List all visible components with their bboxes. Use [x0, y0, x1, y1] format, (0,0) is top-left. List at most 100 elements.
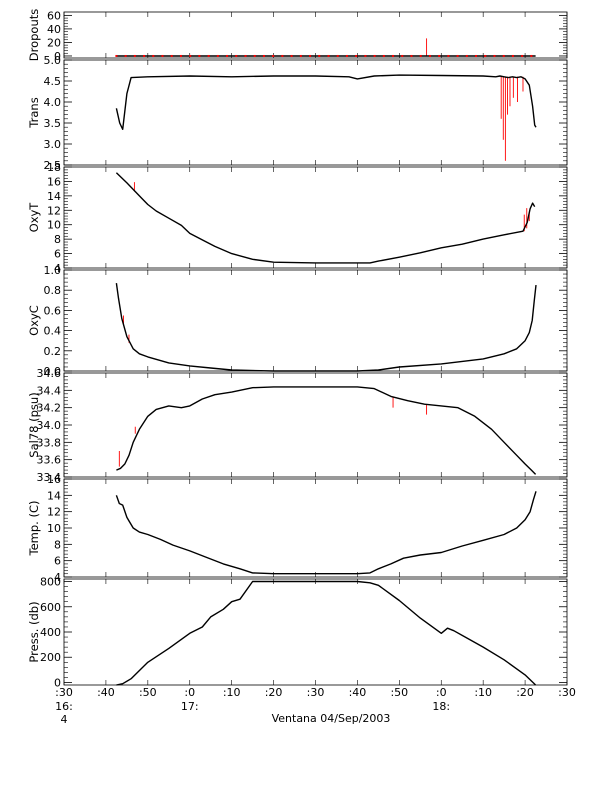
- dropouts-point: [161, 54, 164, 57]
- dropouts-point: [170, 54, 173, 57]
- trans-series-line: [115, 74, 537, 131]
- dropouts-point: [143, 54, 146, 57]
- press-ytick-label: 0: [54, 676, 61, 689]
- trans-ytick-label: 4.5: [44, 75, 62, 88]
- oxyt-ytick-label: 10: [47, 219, 61, 232]
- dropouts-point: [493, 54, 496, 57]
- dropouts-point: [465, 54, 468, 57]
- oxyt-ytick-label: 14: [47, 190, 61, 203]
- dropouts-point: [226, 54, 229, 57]
- press-ytick-label: 800: [40, 576, 61, 589]
- panel-temp: 4 6 8 10 12 14 16 Temp. (C): [27, 473, 568, 584]
- dropouts-point: [207, 54, 210, 57]
- x-tick-label: :10: [474, 686, 492, 699]
- temp-ytick-label: 8: [54, 538, 61, 551]
- temp-series-line: [115, 491, 537, 575]
- x-extra-label: 4: [61, 713, 68, 726]
- dropouts-point: [272, 54, 275, 57]
- dropouts-point: [502, 54, 505, 57]
- sal78-ytick-label: 34.6: [37, 367, 62, 380]
- dropouts-ytick-label: 20: [47, 36, 61, 49]
- press-ylabel: Press. (db): [27, 601, 41, 662]
- x-axis: :30:40:50:0:10:20:30:40:50:0:10:20:3016:…: [55, 686, 576, 726]
- sal78-ytick-label: 33.4: [37, 471, 62, 484]
- oxyt-ytick-label: 12: [47, 204, 61, 217]
- dropouts-point: [216, 54, 219, 57]
- dropouts-point: [521, 54, 524, 57]
- dropouts-point: [318, 54, 321, 57]
- dropouts-point: [475, 54, 478, 57]
- dropouts-point: [253, 54, 256, 57]
- x-tick-label: :40: [97, 686, 115, 699]
- temp-ytick-label: 14: [47, 489, 61, 502]
- dropouts-point: [336, 54, 339, 57]
- dropouts-point: [419, 54, 422, 57]
- dropouts-point: [189, 54, 192, 57]
- x-tick-label: :30: [55, 686, 73, 699]
- dropouts-point: [530, 54, 533, 57]
- dropouts-point: [133, 54, 136, 57]
- sal78-frame: [63, 372, 568, 478]
- x-tick-label: :50: [390, 686, 408, 699]
- press-ytick-label: 200: [40, 651, 61, 664]
- oxyt-ytick-label: 18: [47, 161, 61, 174]
- press-ytick-label: 600: [40, 601, 61, 614]
- sal78-series-line: [116, 386, 537, 475]
- dropouts-point: [438, 54, 441, 57]
- oxyc-ytick-label: 0.0: [44, 365, 62, 378]
- sal78-ytick-label: 33.6: [37, 454, 62, 467]
- dropouts-point: [355, 54, 358, 57]
- x-tick-label: :10: [223, 686, 241, 699]
- dropouts-point: [235, 54, 238, 57]
- dropouts-point: [401, 54, 404, 57]
- oxyt-ytick-label: 6: [54, 248, 61, 261]
- oxyc-frame: [63, 269, 568, 372]
- trans-ytick-label: 3.5: [44, 117, 62, 130]
- oxyc-ytick-label: 0.2: [44, 345, 62, 358]
- dropouts-point: [364, 54, 367, 57]
- panel-press: 0 200 400 600 800 Press. (db): [27, 576, 568, 689]
- oxyc-series-line: [115, 283, 537, 372]
- dropouts-point: [447, 54, 450, 57]
- chart-panels: 0204060Dropouts2.53.03.54.04.55.0Trans46…: [27, 9, 568, 689]
- oxyt-ytick-label: 8: [54, 233, 61, 246]
- sal78-ylabel: Sal78 (psu): [27, 392, 41, 457]
- oxyc-ylabel: OxyC: [27, 305, 41, 336]
- sal78-ytick-label: 34.0: [37, 419, 62, 432]
- dropouts-point: [299, 54, 302, 57]
- dropouts-point: [345, 54, 348, 57]
- dropouts-ytick-label: 0: [54, 50, 61, 63]
- dropouts-point: [456, 54, 459, 57]
- sal78-ytick-label: 34.2: [37, 402, 62, 415]
- dropouts-point: [244, 54, 247, 57]
- dropouts-point: [262, 54, 265, 57]
- trans-ytick-label: 3.0: [44, 138, 62, 151]
- dropouts-point: [327, 54, 330, 57]
- dropouts-point: [373, 54, 376, 57]
- oxyt-ylabel: OxyT: [27, 202, 41, 233]
- temp-ytick-label: 4: [54, 571, 61, 584]
- dropouts-ytick-label: 40: [47, 23, 61, 36]
- oxyc-ytick-label: 0.4: [44, 325, 62, 338]
- panel-sal78: 33.4 33.6 33.8 34.0 34.2 34.4 34.6 Sal78 (psu): [27, 367, 568, 484]
- dropouts-point: [484, 54, 487, 57]
- sal78-ytick-label: 34.4: [37, 384, 62, 397]
- x-hour-label: 16:: [55, 700, 73, 713]
- dropouts-ylabel: Dropouts: [27, 9, 41, 62]
- x-tick-label: :50: [139, 686, 157, 699]
- panel-trans: 2.5 3.0 3.5 4.0 4.5 5.0 Trans: [27, 54, 568, 172]
- dropouts-point: [290, 54, 293, 57]
- dropouts-point: [511, 54, 514, 57]
- x-hour-label: 17:: [181, 700, 199, 713]
- dropouts-point: [152, 54, 155, 57]
- temp-ytick-label: 12: [47, 506, 61, 519]
- trans-ytick-label: 2.5: [44, 159, 62, 172]
- oxyt-ytick-label: 4: [54, 262, 61, 275]
- dropouts-point: [392, 54, 395, 57]
- dropouts-point: [198, 54, 201, 57]
- x-tick-label: :20: [265, 686, 283, 699]
- dropouts-point: [179, 54, 182, 57]
- dropouts-point: [124, 54, 127, 57]
- press-ytick-label: 400: [40, 626, 61, 639]
